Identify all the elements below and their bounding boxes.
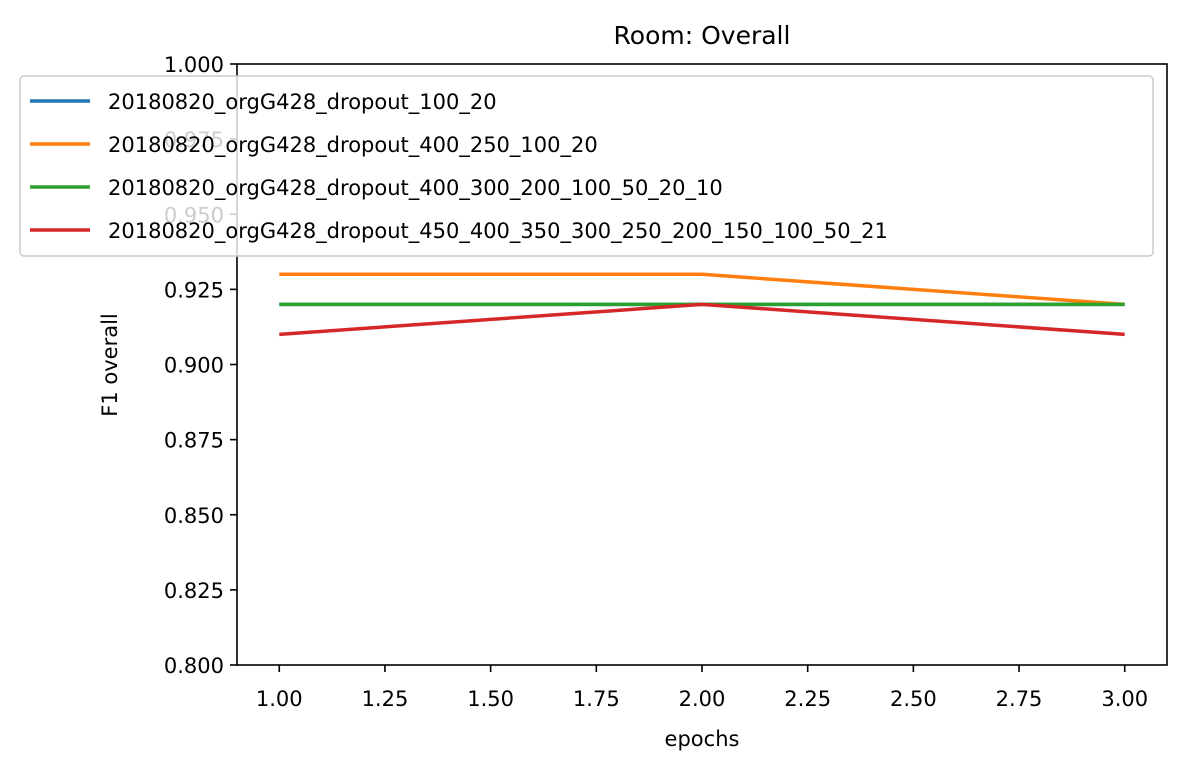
- x-axis-ticks: 1.00 1.25 1.50 1.75 2.00 2.25 2.50 2.75 3.00: [256, 665, 1148, 711]
- y-tick-label: 0.825: [164, 579, 224, 603]
- legend-label-1: 20180820_orgG428_dropout_100_20: [108, 90, 497, 115]
- x-tick-label: 2.25: [784, 687, 831, 711]
- plot-lines: [279, 272, 1125, 337]
- chart-title: Room: Overall: [614, 21, 791, 50]
- legend-box: [19, 75, 1154, 257]
- legend-label-4: 20180820_orgG428_dropout_450_400_350_300…: [108, 219, 888, 244]
- x-tick-label: 1.75: [573, 687, 620, 711]
- series-line-4: [279, 302, 1125, 337]
- y-tick-label: 0.925: [164, 278, 224, 302]
- legend-label-3: 20180820_orgG428_dropout_400_300_200_100…: [108, 176, 723, 201]
- y-tick-label: 0.875: [164, 429, 224, 453]
- x-axis-label: epochs: [665, 727, 740, 751]
- x-tick-label: 1.25: [362, 687, 409, 711]
- legend: 20180820_orgG428_dropout_100_20 20180820_…: [19, 75, 1154, 257]
- x-tick-label: 1.50: [467, 687, 514, 711]
- y-tick-label: 1.000: [164, 53, 224, 77]
- x-tick-label: 2.75: [996, 687, 1043, 711]
- legend-label-2: 20180820_orgG428_dropout_400_250_100_20: [108, 133, 598, 158]
- x-tick-label: 2.50: [890, 687, 937, 711]
- y-axis-label: F1 overall: [98, 313, 122, 416]
- y-tick-label: 0.800: [164, 654, 224, 678]
- x-tick-label: 2.00: [679, 687, 726, 711]
- x-tick-label: 1.00: [256, 687, 303, 711]
- series-line-2: [279, 272, 1125, 307]
- x-tick-label: 3.00: [1101, 687, 1148, 711]
- y-tick-label: 0.850: [164, 504, 224, 528]
- y-tick-label: 0.900: [164, 354, 224, 378]
